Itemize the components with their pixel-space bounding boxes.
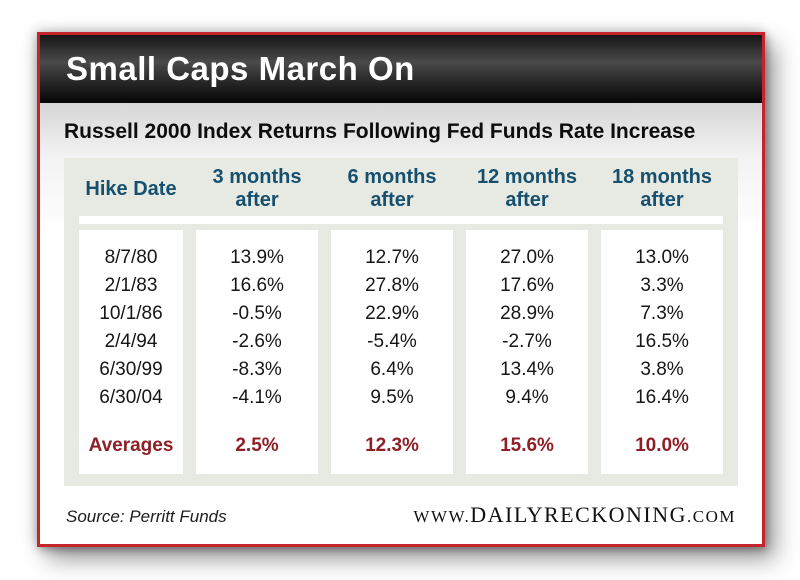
table-cell-value: 13.9% <box>230 247 284 268</box>
column-header-12-months: 12 months after <box>466 165 588 213</box>
page-title: Small Caps March On <box>66 50 415 87</box>
table-cell-value: -4.1% <box>232 387 282 408</box>
table-cell-value: -2.7% <box>502 331 552 352</box>
table-cell-value: -8.3% <box>232 359 282 380</box>
averages-label: Averages <box>88 435 174 456</box>
averages-value: 2.5% <box>235 435 279 456</box>
table-cell-value: 3.8% <box>640 359 684 380</box>
table-cell-value: 16.6% <box>230 275 284 296</box>
header-line: after <box>640 189 684 211</box>
table-column-6-months: 12.7% 27.8% 22.9% -5.4% 6.4% 9.5% 12.3% <box>331 230 453 474</box>
header-line: after <box>505 189 549 211</box>
infographic-card: Small Caps March On Russell 2000 Index R… <box>37 32 765 547</box>
website-suffix: .COM <box>687 507 736 526</box>
header-line: 3 months <box>212 166 302 188</box>
header-line: Hike Date <box>85 177 177 200</box>
table-cell-value: 7.3% <box>640 303 684 324</box>
table-cell-value: 9.4% <box>505 387 549 408</box>
table-cell-date: 6/30/99 <box>99 359 163 380</box>
table-cell-value: 9.5% <box>370 387 414 408</box>
header-line: 12 months <box>476 166 578 188</box>
table-cell-value: 17.6% <box>500 275 554 296</box>
table-cell-value: 16.5% <box>635 331 689 352</box>
table-cell-value: 27.8% <box>365 275 419 296</box>
column-header-18-months: 18 months after <box>601 165 723 213</box>
header-line: 6 months <box>347 166 437 188</box>
table-body: 8/7/80 2/1/83 10/1/86 2/4/94 6/30/99 6/3… <box>79 230 723 474</box>
website-prefix: WWW. <box>413 507 471 526</box>
returns-table-panel: Hike Date 3 months after 6 months after 12… <box>64 158 738 486</box>
table-cell-value: 13.4% <box>500 359 554 380</box>
table-cell-date: 6/30/04 <box>99 387 163 408</box>
column-header-3-months: 3 months after <box>196 165 318 213</box>
table-cell-value: 27.0% <box>500 247 554 268</box>
column-header-hike-date: Hike Date <box>79 165 183 213</box>
table-cell-value: -5.4% <box>367 331 417 352</box>
title-bar: Small Caps March On <box>40 35 762 103</box>
header-line: 18 months <box>611 166 713 188</box>
table-cell-date: 8/7/80 <box>104 247 158 268</box>
header-line: after <box>235 189 279 211</box>
table-column-18-months: 13.0% 3.3% 7.3% 16.5% 3.8% 16.4% 10.0% <box>601 230 723 474</box>
table-cell-date: 2/4/94 <box>104 331 158 352</box>
footer: Source: Perritt Funds WWW.DAILYRECKONING… <box>66 487 736 544</box>
header-separator <box>79 216 723 224</box>
averages-value: 12.3% <box>365 435 419 456</box>
averages-value: 15.6% <box>500 435 554 456</box>
table-cell-value: 3.3% <box>640 275 684 296</box>
table-header-row: Hike Date 3 months after 6 months after 12… <box>79 165 723 213</box>
table-cell-date: 10/1/86 <box>99 303 163 324</box>
table-column-hike-date: 8/7/80 2/1/83 10/1/86 2/4/94 6/30/99 6/3… <box>79 230 183 474</box>
table-cell-value: -0.5% <box>232 303 282 324</box>
table-subtitle: Russell 2000 Index Returns Following Fed… <box>64 120 696 143</box>
table-cell-value: 6.4% <box>370 359 414 380</box>
header-line: after <box>370 189 414 211</box>
table-cell-value: 12.7% <box>365 247 419 268</box>
column-header-6-months: 6 months after <box>331 165 453 213</box>
table-cell-value: 28.9% <box>500 303 554 324</box>
table-cell-value: 22.9% <box>365 303 419 324</box>
table-cell-date: 2/1/83 <box>104 275 158 296</box>
table-cell-value: 16.4% <box>635 387 689 408</box>
content-area: Russell 2000 Index Returns Following Fed… <box>40 103 762 544</box>
source-note: Source: Perritt Funds <box>66 507 227 526</box>
table-column-3-months: 13.9% 16.6% -0.5% -2.6% -8.3% -4.1% 2.5% <box>196 230 318 474</box>
website-name: DAILYRECKONING <box>470 502 688 527</box>
table-cell-value: -2.6% <box>232 331 282 352</box>
table-cell-value: 13.0% <box>635 247 689 268</box>
table-column-12-months: 27.0% 17.6% 28.9% -2.7% 13.4% 9.4% 15.6% <box>466 230 588 474</box>
website-watermark: WWW.DAILYRECKONING.COM <box>413 502 736 528</box>
averages-value: 10.0% <box>635 435 689 456</box>
